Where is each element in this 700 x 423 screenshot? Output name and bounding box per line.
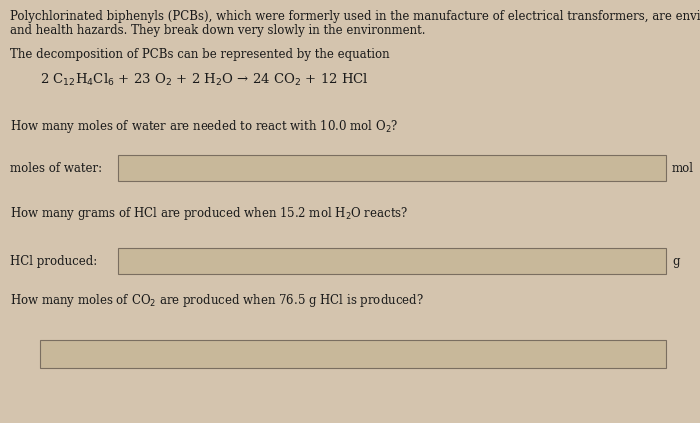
FancyBboxPatch shape [118,248,666,274]
FancyBboxPatch shape [40,340,666,368]
Text: moles of water:: moles of water: [10,162,102,175]
Text: and health hazards. They break down very slowly in the environment.: and health hazards. They break down very… [10,24,426,37]
FancyBboxPatch shape [118,155,666,181]
Text: g: g [672,255,680,267]
Text: How many moles of CO$_2$ are produced when 76.5 g HCl is produced?: How many moles of CO$_2$ are produced wh… [10,292,424,309]
Text: HCl produced:: HCl produced: [10,255,97,267]
Text: Polychlorinated biphenyls (PCBs), which were formerly used in the manufacture of: Polychlorinated biphenyls (PCBs), which … [10,10,700,23]
Text: The decomposition of PCBs can be represented by the equation: The decomposition of PCBs can be represe… [10,48,390,61]
Text: How many grams of HCl are produced when 15.2 mol H$_2$O reacts?: How many grams of HCl are produced when … [10,205,409,222]
Text: How many moles of water are needed to react with 10.0 mol O$_2$?: How many moles of water are needed to re… [10,118,398,135]
Text: mol: mol [672,162,694,175]
Text: 2 C$_{12}$H$_4$Cl$_6$ + 23 O$_2$ + 2 H$_2$O → 24 CO$_2$ + 12 HCl: 2 C$_{12}$H$_4$Cl$_6$ + 23 O$_2$ + 2 H$_… [40,72,369,88]
